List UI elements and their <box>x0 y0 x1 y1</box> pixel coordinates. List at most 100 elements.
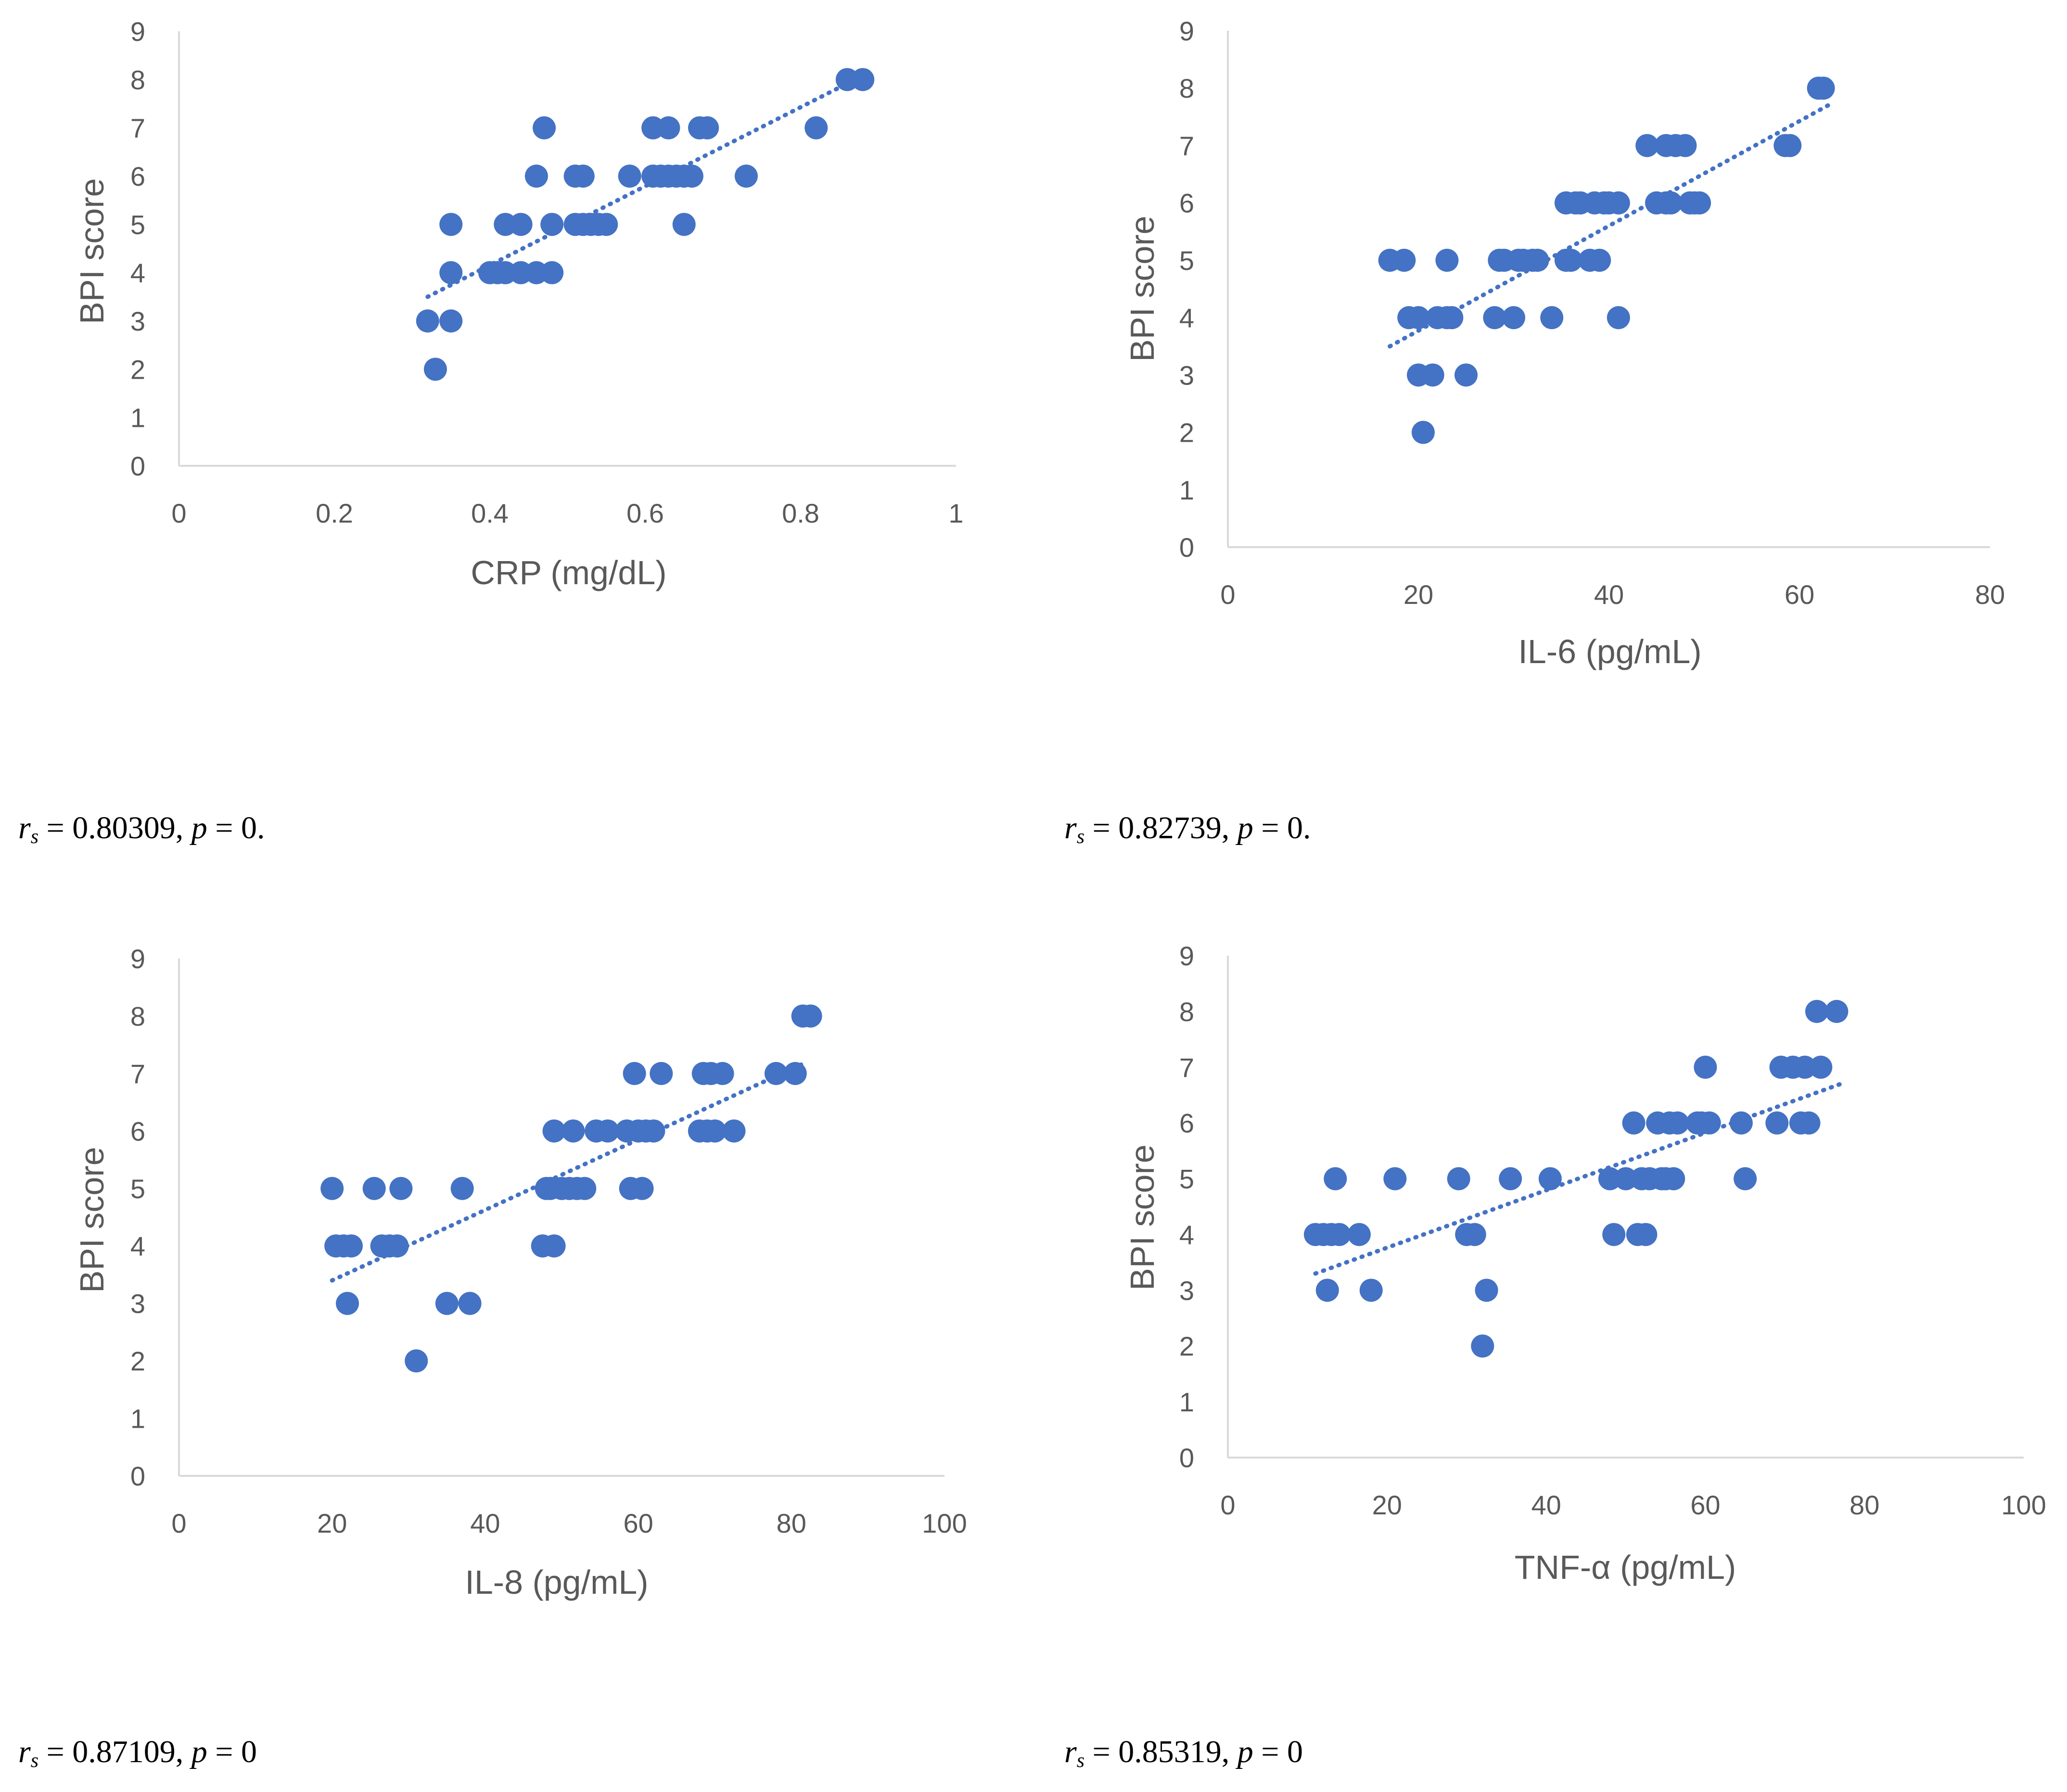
data-point <box>1455 363 1478 387</box>
trendline <box>1388 103 1830 349</box>
data-point <box>696 116 719 140</box>
y-tick-label: 3 <box>130 1289 145 1319</box>
data-point <box>764 1062 788 1085</box>
y-tick-label: 3 <box>1179 1275 1194 1306</box>
y-tick-label: 7 <box>130 113 145 143</box>
scatter-panel-crp: CRP (mg/dL) BPI score rs = 0.80309, p = … <box>18 16 964 848</box>
y-tick-label: 7 <box>130 1059 145 1089</box>
y-tick-label: 7 <box>1179 1052 1194 1083</box>
y-tick-label: 8 <box>1179 997 1194 1027</box>
data-point <box>540 261 564 284</box>
data-point <box>533 116 556 140</box>
x-axis-title: CRP (mg/dL) <box>471 554 666 591</box>
data-point <box>804 116 828 140</box>
data-point <box>561 1119 585 1143</box>
data-point <box>405 1349 428 1373</box>
x-tick-label: 0 <box>171 1508 186 1538</box>
data-point <box>1359 1279 1383 1302</box>
data-point <box>1797 1111 1821 1135</box>
x-axis-title: TNF-α (pg/mL) <box>1515 1549 1736 1586</box>
y-tick-label: 3 <box>1179 360 1194 390</box>
data-point <box>1502 306 1525 330</box>
data-point <box>571 165 595 188</box>
correlation-stats: rs = 0.82739, p = 0. <box>1064 810 1311 848</box>
y-axis-title: BPI score <box>73 1147 111 1293</box>
data-point <box>657 116 680 140</box>
data-point <box>1324 1167 1347 1190</box>
data-point <box>1812 77 1835 100</box>
x-tick-label: 20 <box>317 1508 347 1538</box>
x-tick-label: 40 <box>470 1508 500 1538</box>
data-point <box>1765 1111 1789 1135</box>
data-point <box>672 213 696 236</box>
y-tick-label: 8 <box>130 64 145 95</box>
y-tick-label: 5 <box>1179 245 1194 276</box>
data-point <box>703 1119 727 1143</box>
data-point <box>1483 306 1506 330</box>
data-point <box>1809 1055 1833 1079</box>
data-point <box>1602 1223 1626 1246</box>
data-point <box>389 1177 413 1200</box>
data-point <box>851 68 875 91</box>
x-tick-label: 0.4 <box>471 498 509 528</box>
y-tick-label: 4 <box>1179 1219 1194 1250</box>
y-tick-label: 4 <box>130 1231 145 1261</box>
y-tick-label: 8 <box>1179 73 1194 103</box>
x-tick-label: 60 <box>1785 579 1814 610</box>
x-tick-label: 40 <box>1531 1490 1561 1520</box>
data-point <box>524 165 548 188</box>
y-axis-title: BPI score <box>1123 216 1161 361</box>
data-point <box>1697 1111 1721 1135</box>
x-tick-label: 0 <box>1220 1490 1235 1520</box>
scatter-panel-il6: IL-6 (pg/mL) BPI score rs = 0.82739, p =… <box>1064 16 2005 848</box>
data-point <box>1825 999 1849 1023</box>
data-point <box>1688 191 1711 215</box>
data-point <box>1694 1055 1717 1079</box>
data-point <box>1383 1167 1407 1190</box>
data-point <box>1407 306 1430 330</box>
data-point <box>711 1062 734 1085</box>
data-point <box>734 165 758 188</box>
data-point <box>1538 1167 1562 1190</box>
y-tick-label: 9 <box>1179 941 1194 971</box>
data-point <box>450 1177 474 1200</box>
data-point <box>1778 134 1802 157</box>
data-point <box>423 358 447 381</box>
data-point <box>618 165 641 188</box>
data-point <box>1447 1167 1470 1190</box>
x-tick-label: 60 <box>623 1508 653 1538</box>
y-tick-label: 1 <box>130 1404 145 1434</box>
data-point <box>722 1119 746 1143</box>
x-tick-label: 80 <box>777 1508 806 1538</box>
y-tick-label: 3 <box>130 306 145 336</box>
data-point <box>1662 1167 1685 1190</box>
y-axis-title: BPI score <box>73 178 111 324</box>
y-tick-label: 5 <box>1179 1164 1194 1194</box>
x-tick-label: 20 <box>1372 1490 1402 1520</box>
y-tick-label: 2 <box>1179 1331 1194 1361</box>
y-tick-label: 4 <box>1179 303 1194 333</box>
data-point <box>336 1292 359 1315</box>
data-point <box>630 1177 654 1200</box>
y-tick-label: 8 <box>130 1001 145 1031</box>
x-tick-label: 40 <box>1594 579 1624 610</box>
data-point <box>362 1177 386 1200</box>
data-point <box>1588 248 1611 272</box>
data-point <box>1729 1111 1753 1135</box>
data-point <box>642 1119 665 1143</box>
x-tick-label: 0 <box>1220 579 1235 610</box>
data-point <box>1659 191 1683 215</box>
data-point <box>1559 248 1582 272</box>
y-tick-label: 1 <box>1179 1387 1194 1417</box>
data-point <box>1805 999 1828 1023</box>
data-point <box>509 213 533 236</box>
correlation-stats: rs = 0.87109, p = 0 <box>18 1734 257 1772</box>
data-point <box>540 213 564 236</box>
data-point <box>1463 1223 1486 1246</box>
x-tick-label: 20 <box>1404 579 1433 610</box>
x-tick-label: 80 <box>1850 1490 1879 1520</box>
y-tick-label: 6 <box>130 161 145 192</box>
data-point <box>1607 191 1630 215</box>
y-tick-label: 4 <box>130 258 145 288</box>
